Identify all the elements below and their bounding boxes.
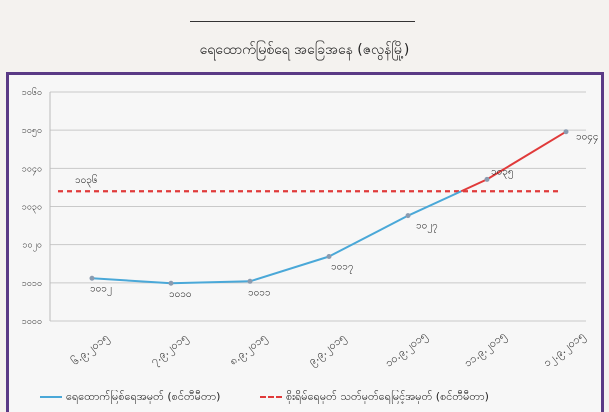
x-tick-label: ၇.၉.၂၀၁၅ [148, 331, 191, 370]
y-tick-label: ၁၀၀၀ [22, 317, 42, 327]
legend-item-danger-level: စိုးရိမ်ရေမှတ် သတ်မှတ်ရေမြင့်အမှတ် (စင်တ… [259, 390, 489, 404]
x-axis-ticks: ၆.၉.၂၀၁၅ ၇.၉.၂၀၁၅ ၈.၉.၂၀၁၅ ၉.၉.၂၀၁၅ ၁၀.၉.၂၀၁… [69, 329, 589, 371]
data-label: ၁၀၃၅ [491, 166, 514, 179]
data-label: ၁၀၁၇ [331, 261, 354, 274]
data-point [89, 275, 95, 281]
legend-label-water-level: ရေထောက်မြစ်ရေအမှတ် (စင်တီမီတာ) [66, 390, 221, 403]
x-tick-label: ၈.၉.၂၀၁၅ [227, 331, 270, 370]
data-point [247, 278, 253, 284]
legend-label-danger-level: စိုးရိမ်ရေမှတ် သတ်မှတ်ရေမြင့်အမှတ် (စင်တ… [285, 390, 489, 403]
y-tick-label: ၁၀၁၀ [22, 279, 42, 289]
y-tick-label: ၁၀၂၀ [22, 241, 42, 252]
data-point [326, 253, 332, 259]
x-tick-label: ၆.၉.၂၀၁၅ [69, 331, 112, 370]
x-tick-label: ၁၂.၉.၂၀၁၅ [541, 329, 589, 371]
y-tick-label: ၁၀၆၀ [22, 87, 42, 98]
data-points [89, 129, 569, 286]
series-segment [407, 190, 462, 217]
y-axis-ticks: ၁၀၀၀ ၁၀၁၀ ၁၀၂၀ ၁၀၃၀ ၁၀၄၀ ၁၀၅၀ ၁၀၆၀ [22, 87, 42, 327]
data-label: ၁၀၁၁ [248, 287, 271, 298]
series-lines [58, 130, 567, 285]
data-label: ၁၀၁၀ [169, 289, 192, 300]
x-tick-label: ၁၁.၉.၂၀၁၅ [461, 329, 509, 371]
y-tick-label: ၁၀၄၀ [22, 164, 42, 175]
data-point [168, 280, 174, 286]
legend-item-water-level: ရေထောက်မြစ်ရေအမှတ် (စင်တီမီတာ) [40, 390, 220, 404]
data-label: ၁၀၃၆ [75, 173, 98, 188]
legend: ရေထောက်မြစ်ရေအမှတ် (စင်တီမီတာ) စိုးရိမ်ရ… [40, 390, 600, 404]
series-segment [91, 277, 172, 285]
data-label: ၁၀၁၂ [90, 283, 112, 296]
series-segment [486, 130, 567, 181]
legend-swatch-water-level [40, 396, 62, 398]
data-label: ၁၀၂၇ [416, 221, 438, 234]
legend-swatch-danger-level [259, 396, 282, 398]
x-tick-label: ၉.၉.၂၀၁၅ [306, 331, 349, 370]
series-segment [170, 280, 251, 285]
series-segment [328, 214, 409, 258]
y-tick-label: ၁၀၅၀ [22, 126, 42, 137]
top-rule [190, 21, 415, 22]
series-segment-above-danger [460, 178, 488, 193]
data-point [484, 176, 490, 182]
data-point [563, 129, 569, 135]
chart-frame [6, 72, 604, 412]
y-tick-label: ၁၀၃၀ [22, 203, 42, 214]
gridlines [49, 91, 586, 322]
series-segment [249, 255, 330, 283]
data-label: ၁၀၄၄ [576, 132, 599, 145]
x-tick-label: ၁၀.၉.၂၀၁၅ [382, 329, 430, 371]
chart-title: ရေထောက်မြစ်ရေ အခြေအနေ (ဇလွန်မြို့) [199, 42, 410, 58]
data-point [405, 213, 411, 219]
